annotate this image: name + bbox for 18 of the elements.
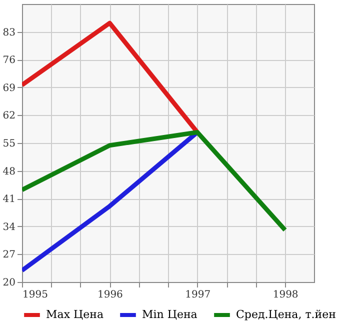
y-tick-label: 69 <box>2 82 16 94</box>
y-tick-label: 34 <box>2 222 16 233</box>
y-tick-label: 41 <box>2 194 16 206</box>
line-series <box>22 130 288 232</box>
legend-label: Max Цена <box>46 308 104 321</box>
y-tick-label: 27 <box>2 250 16 261</box>
y-tick-label: 20 <box>2 278 16 288</box>
legend-label: Min Цена <box>142 308 198 321</box>
x-tick-label: 1995 <box>22 290 48 300</box>
x-tick-label: 1996 <box>97 290 123 300</box>
y-tick-label: 62 <box>2 110 16 122</box>
y-tick-label: 48 <box>2 166 16 178</box>
y-tick-label: 55 <box>2 138 16 150</box>
y-tick-label: 83 <box>2 27 16 38</box>
legend-label: Сред.Цена, т.йен <box>236 308 336 321</box>
x-tick-label: 1997 <box>185 290 211 300</box>
x-tick-label: 1998 <box>272 290 298 300</box>
y-tick-label: 76 <box>2 55 16 66</box>
